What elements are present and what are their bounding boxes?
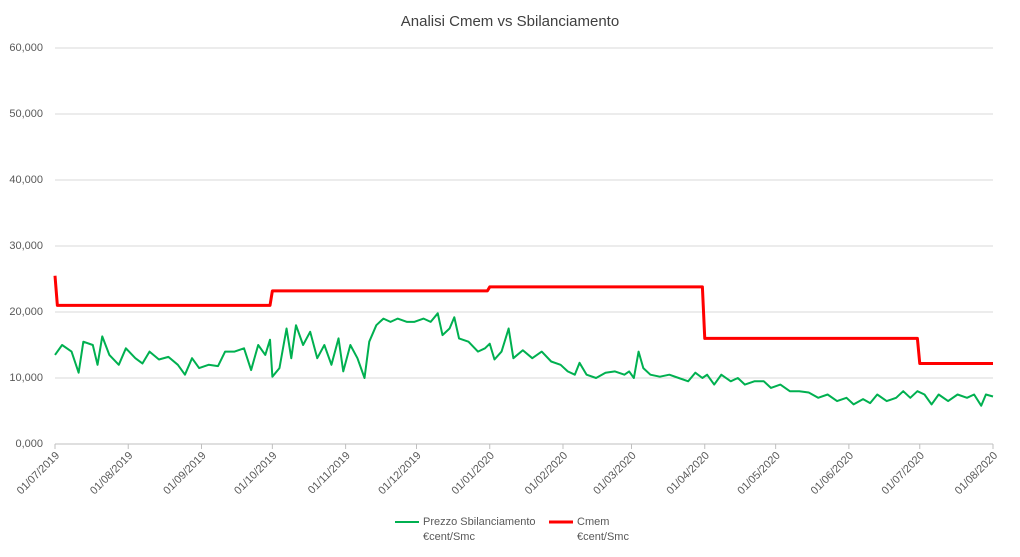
series-line <box>53 275 993 365</box>
y-tick-label: 40,000 <box>9 174 43 186</box>
x-tick-label: 01/04/2020 <box>665 450 712 497</box>
chart-title: Analisi Cmem vs Sbilanciamento <box>401 13 619 30</box>
y-tick-label: 20,000 <box>9 306 43 318</box>
x-tick-label: 01/11/2019 <box>306 450 353 497</box>
x-tick-label: 01/06/2020 <box>809 450 856 497</box>
x-tick-label: 01/03/2020 <box>591 450 638 497</box>
x-tick-label: 01/08/2019 <box>88 450 135 497</box>
legend-label: Prezzo Sbilanciamento €cent/Smc <box>423 516 536 543</box>
x-tick-label: 01/07/2020 <box>880 450 927 497</box>
x-tick-label: 01/05/2020 <box>735 450 782 497</box>
legend-label: Cmem €cent/Smc <box>577 516 629 543</box>
x-tick-label: 01/09/2019 <box>161 450 208 497</box>
x-tick-label: 01/02/2020 <box>523 450 570 497</box>
x-tick-label: 01/07/2019 <box>15 450 62 497</box>
x-tick-label: 01/08/2020 <box>953 450 1000 497</box>
series-line <box>54 312 994 407</box>
y-tick-label: 50,000 <box>9 108 43 120</box>
y-tick-label: 60,000 <box>9 42 43 54</box>
x-tick-label: 01/12/2019 <box>376 450 423 497</box>
y-tick-label: 0,000 <box>15 438 43 450</box>
y-tick-label: 10,000 <box>9 372 43 384</box>
x-tick-label: 01/01/2020 <box>449 450 496 497</box>
x-tick-label: 01/10/2019 <box>232 450 279 497</box>
y-tick-label: 30,000 <box>9 240 43 252</box>
